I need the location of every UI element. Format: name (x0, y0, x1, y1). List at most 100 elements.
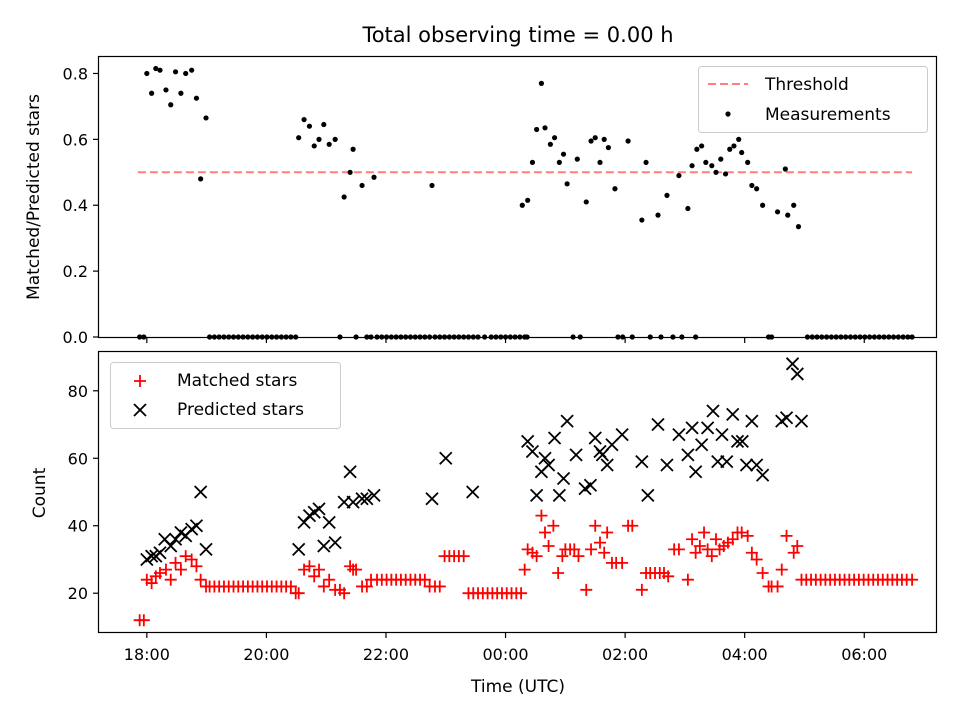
predicted-star-point (583, 478, 598, 492)
matched-star-point (308, 570, 321, 583)
legend-measurements-label: Measurements (765, 105, 891, 125)
predicted-star-point (168, 532, 183, 546)
predicted-star-point (552, 488, 566, 503)
predicted-star-point (685, 421, 699, 435)
measurement-point (727, 146, 733, 152)
measurement-point (306, 123, 313, 129)
matched-star-point (418, 573, 431, 586)
predicted-star-point (439, 451, 453, 465)
matched-star-point (556, 550, 569, 563)
predicted-star-point (425, 492, 439, 506)
measurement-point (149, 90, 155, 96)
matched-star-point (542, 539, 555, 552)
matched-star-point (598, 546, 611, 559)
top-y-axis-label: Matched/Predicted stars (24, 94, 44, 300)
predicted-star-point (556, 471, 571, 486)
matched-star-point (626, 519, 639, 532)
predicted-star-point (715, 428, 729, 442)
predicted-star-point (635, 455, 649, 469)
predicted-star-point (779, 411, 794, 425)
top-axes-frame (97, 55, 938, 339)
predicted-star-point (790, 367, 804, 381)
matched-star-point (145, 577, 158, 590)
measurement-point (153, 65, 159, 72)
matched-star-point (313, 563, 326, 576)
predicted-star-point (367, 488, 381, 503)
matched-star-point (190, 560, 203, 573)
matched-star-point (787, 546, 800, 559)
bottom-legend: Matched stars Predicted stars (110, 362, 341, 429)
x-axis-label: Time (UTC) (470, 677, 565, 697)
legend-predicted-swatch (133, 403, 147, 417)
measurement-point (597, 159, 603, 166)
measurement-point (643, 159, 649, 166)
matched-star-point (705, 550, 718, 563)
bottom-y-tick-label: 80 (68, 382, 88, 401)
bottom-legend-box (110, 362, 341, 429)
predicted-star-point (322, 515, 336, 529)
measurement-point (699, 143, 705, 149)
matched-star-point (750, 553, 763, 566)
measurement-point (703, 159, 709, 166)
predicted-star-point (189, 519, 204, 533)
matched-star-point (686, 533, 699, 546)
matched-star-point (589, 519, 602, 532)
measurement-point (350, 146, 356, 152)
measurement-point (749, 182, 755, 189)
bottom-plot-area (133, 357, 919, 627)
predicted-star-point (521, 434, 535, 449)
measurement-point (694, 146, 700, 152)
measurement-point (359, 182, 365, 189)
matched-star-point (317, 580, 330, 593)
measurement-point (739, 149, 745, 156)
top-legend: Threshold Measurements (698, 66, 928, 133)
measurement-point (713, 169, 719, 175)
measurement-point (774, 209, 781, 215)
predicted-star-point (794, 414, 809, 428)
measurement-point (347, 169, 353, 175)
predicted-star-point (297, 515, 311, 529)
measurement-point (612, 186, 618, 192)
matched-star-point (552, 566, 565, 579)
matched-star-point (756, 566, 769, 579)
predicted-star-point (317, 539, 331, 553)
predicted-star-point (144, 549, 159, 563)
matched-star-point (292, 587, 305, 600)
bottom-panel: 20 40 60 80 18:00 20:00 22:00 00:00 02:00 04:00 0… (30, 350, 938, 697)
matched-star-point (585, 543, 598, 556)
matched-star-point (169, 556, 182, 569)
top-panel: 0.00.20.40.60.8 Matched/Predicted stars … (24, 55, 938, 347)
measurement-point (144, 70, 150, 77)
predicted-star-point (785, 357, 800, 371)
bottom-axes-frame (97, 350, 938, 634)
measurement-point (163, 87, 169, 93)
matched-star-point (360, 580, 373, 593)
measurement-point (178, 90, 184, 96)
predicted-star-point (726, 407, 740, 422)
measurement-point (525, 197, 531, 203)
measurement-point (203, 115, 209, 121)
measurement-point (782, 166, 788, 172)
matched-star-point (693, 539, 706, 552)
x-tick-label: 04:00 (722, 645, 768, 664)
matched-star-point (164, 573, 177, 586)
measurement-point (538, 80, 545, 86)
measurement-point (172, 69, 179, 75)
bottom-x-ticks: 18:00 20:00 22:00 00:00 02:00 04:00 06:00 (124, 632, 887, 664)
matched-star-point (698, 526, 711, 539)
legend-matched-label: Matched stars (177, 371, 297, 391)
predicted-star-point (720, 455, 734, 469)
legend-measurements-swatch (725, 111, 731, 117)
predicted-star-point (660, 458, 674, 472)
predicted-star-point (560, 414, 574, 428)
matched-star-point (771, 580, 784, 593)
matched-star-point (572, 550, 585, 563)
measurement-point (655, 212, 661, 218)
x-tick-label: 02:00 (602, 645, 648, 664)
predicted-star-point (641, 488, 655, 503)
predicted-star-point (343, 465, 357, 479)
measurement-point (601, 136, 607, 142)
matched-star-point (616, 556, 629, 569)
matched-star-point (791, 539, 804, 552)
